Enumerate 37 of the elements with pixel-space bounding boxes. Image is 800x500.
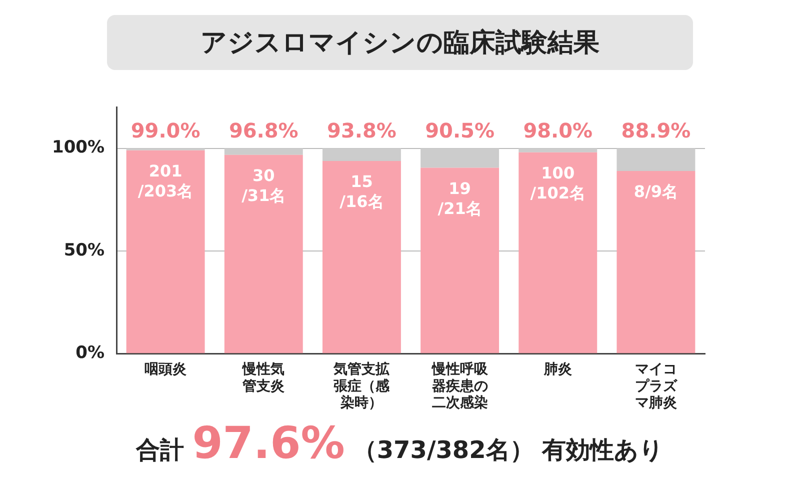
annotation: 15 /16名 [340,172,384,212]
bar [420,168,500,354]
text: 合計 [136,436,184,464]
text: （373/382名） [352,436,534,464]
bar [322,148,401,161]
chart-title: アジスロマイシンの臨床試験結果 [107,15,693,70]
x-tick-label: マイコプラズマ肺炎 [634,362,678,412]
bar [518,152,598,354]
x-tick-label: 慢性呼吸器疾患の二次感染 [430,360,489,412]
y-tick-label: 100% [52,138,105,158]
x-tick-label: 咽頭炎 [144,362,187,378]
data-label: 96.8% [228,118,298,142]
bar [518,148,598,152]
data-label: 99.0% [130,118,200,142]
x-tick-label: 気管支拡張症（感染時） [332,360,391,412]
bar [322,161,401,354]
y-tick-label: 0% [76,343,105,364]
bar [126,150,205,354]
data-label: 93.8% [327,118,396,142]
annotation: 30 /31名 [242,166,286,205]
data-label: 88.9% [621,118,691,142]
x-tick-label: 肺炎 [542,362,572,378]
data-label: 90.5% [425,118,494,142]
x-tick-label: 慢性気管支炎 [242,362,285,394]
annotation: 19 /21名 [438,178,482,218]
text: 有効性あり [542,436,664,464]
bar [616,148,696,172]
annotation: 8/9名 [634,182,678,202]
annotation: 201 /203名 [138,161,194,200]
bar [224,148,303,155]
annotation: 100 /102名 [530,164,586,203]
text: 97.6% [192,418,345,469]
y-tick-label: 50% [64,240,105,260]
bar [420,148,500,168]
bar [224,154,303,354]
bar [616,171,696,354]
data-label: 98.0% [523,118,593,142]
